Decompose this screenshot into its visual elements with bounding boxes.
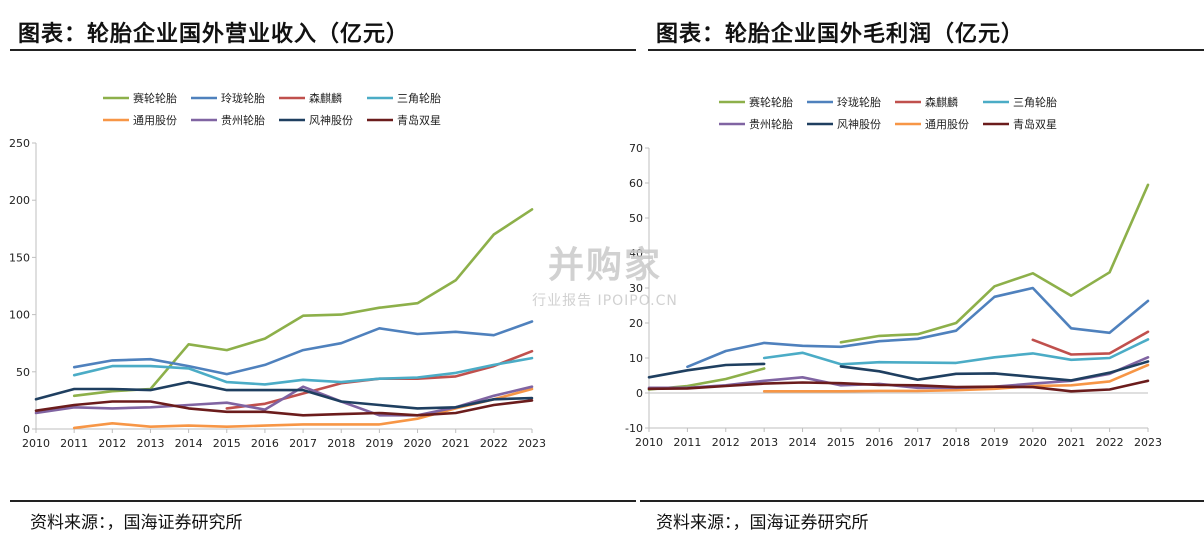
x-tick-label: 2022 (1096, 436, 1124, 449)
series-line-森麒麟 (1031, 330, 1150, 356)
series-line-风神股份 (34, 380, 534, 410)
y-tick-label: 30 (629, 282, 643, 295)
y-tick-label: 70 (629, 142, 643, 155)
x-tick-label: 2015 (213, 437, 241, 450)
series-line-风神股份 (647, 360, 1150, 382)
y-tick-label: 50 (16, 366, 30, 379)
series-line-通用股份 (762, 363, 1150, 393)
x-tick-label: 2020 (404, 437, 432, 450)
y-tick-label: 250 (9, 137, 30, 150)
gross-profit-chart-title: 图表：轮胎企业国外毛利润（亿元） (656, 21, 1025, 47)
legend-label: 森麒麟 (925, 95, 958, 109)
x-tick-label: 2023 (1134, 436, 1162, 449)
legend-label: 玲珑轮胎 (837, 95, 881, 109)
x-tick-label: 2022 (480, 437, 508, 450)
x-tick-label: 2010 (635, 436, 663, 449)
series-line-青岛双星 (34, 399, 534, 417)
legend-label: 风神股份 (309, 113, 353, 127)
x-tick-label: 2023 (518, 437, 546, 450)
y-tick-label: 100 (9, 309, 30, 322)
y-tick-label: 10 (629, 352, 643, 365)
x-tick-label: 2016 (865, 436, 893, 449)
legend-label: 通用股份 (925, 118, 969, 131)
x-tick-label: 2013 (750, 436, 778, 449)
x-tick-label: 2019 (365, 437, 393, 450)
legend-label: 玲珑轮胎 (221, 91, 265, 105)
legend-label: 三角轮胎 (1013, 95, 1057, 109)
y-tick-label: 150 (9, 251, 30, 264)
y-tick-label: -10 (625, 422, 643, 435)
y-tick-label: 40 (629, 247, 643, 260)
gross-profit-chart: -10 0 10 20 30 40 50 60 70 2010 2011 2012 2013 2014 20… (625, 95, 1162, 449)
legend-label: 风神股份 (837, 117, 881, 131)
x-tick-label: 2018 (327, 437, 355, 450)
legend-label: 三角轮胎 (397, 91, 441, 105)
gross-profit-chart-source: 资料来源：，国海证券研究所 (656, 513, 869, 533)
y-tick-label: 0 (23, 423, 30, 436)
title-underline (10, 49, 636, 51)
series-line-三角轮胎 (72, 356, 534, 386)
revenue-chart-title: 图表：轮胎企业国外营业收入（亿元） (18, 21, 410, 47)
source-divider (640, 500, 1204, 502)
x-tick-label: 2011 (673, 436, 701, 449)
legend-label: 通用股份 (133, 114, 177, 127)
x-tick-label: 2021 (1057, 436, 1085, 449)
legend-label: 青岛双星 (1013, 117, 1057, 131)
legend-label: 贵州轮胎 (749, 117, 793, 131)
revenue-chart: 0 50 100 150 200 250 2010 2011 2012 2013 2014 2015 2… (9, 91, 546, 450)
x-tick-label: 2011 (60, 437, 88, 450)
x-tick-label: 2014 (789, 436, 817, 449)
legend-label: 赛轮轮胎 (133, 91, 177, 105)
x-tick-label: 2015 (827, 436, 855, 449)
revenue-chart-source: 资料来源：，国海证券研究所 (30, 513, 243, 533)
y-tick-label: 60 (629, 177, 643, 190)
x-tick-label: 2012 (712, 436, 740, 449)
legend-label: 赛轮轮胎 (749, 95, 793, 109)
series-line-青岛双星 (647, 379, 1150, 393)
x-tick-label: 2021 (442, 437, 470, 450)
revenue-chart-panel: 图表：轮胎企业国外营业收入（亿元） 0 50 100 150 200 250 2010 201… (9, 21, 636, 533)
series-line-三角轮胎 (762, 338, 1150, 366)
series-line-赛轮轮胎 (72, 208, 534, 398)
legend-label: 森麒麟 (309, 91, 342, 105)
y-tick-label: 20 (629, 317, 643, 330)
x-tick-label: 2010 (22, 437, 50, 450)
series-line-玲珑轮胎 (686, 286, 1150, 369)
x-tick-label: 2013 (136, 437, 164, 450)
gross-profit-chart-panel: 图表：轮胎企业国外毛利润（亿元） -10 0 10 20 30 40 50 60 70 2010 2… (625, 0, 1204, 553)
x-tick-label: 2017 (289, 437, 317, 450)
x-tick-label: 2019 (980, 436, 1008, 449)
title-underline (648, 49, 1204, 51)
x-tick-label: 2017 (904, 436, 932, 449)
legend-label: 青岛双星 (397, 113, 441, 127)
y-tick-label: 50 (629, 212, 643, 225)
x-tick-label: 2020 (1019, 436, 1047, 449)
x-tick-label: 2018 (942, 436, 970, 449)
x-tick-label: 2012 (98, 437, 126, 450)
legend-label: 贵州轮胎 (221, 113, 265, 127)
y-tick-label: 200 (9, 194, 30, 207)
source-divider (10, 500, 636, 502)
series-line-玲珑轮胎 (72, 320, 534, 376)
x-tick-label: 2016 (251, 437, 279, 450)
y-tick-label: 0 (636, 387, 643, 400)
x-tick-label: 2014 (175, 437, 203, 450)
